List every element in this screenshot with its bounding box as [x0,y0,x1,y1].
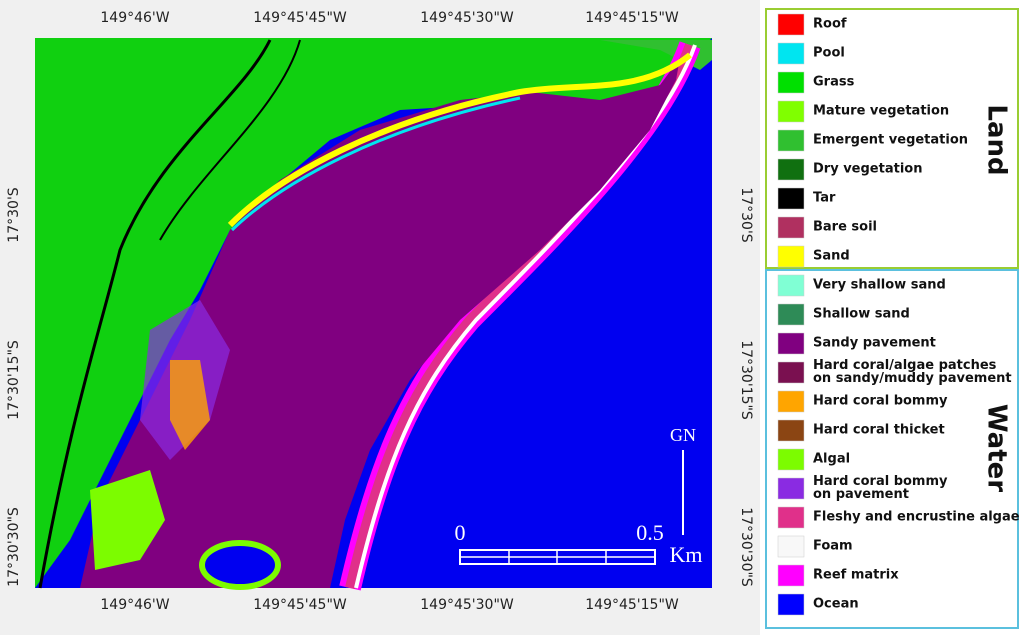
legend-swatch [777,332,805,355]
sand [227,52,692,228]
lon-label: 149°45'30"W [420,597,514,613]
legend-label: Grass [813,75,855,90]
legend-label: on pavement [813,487,909,502]
lon-label: 149°45'45"W [253,597,347,613]
legend-swatch [777,535,805,558]
legend-swatch [777,593,805,616]
legend-swatch [777,158,805,181]
lon-label: 149°45'30"W [420,10,514,26]
road [159,39,301,241]
lon-label: 149°46'W [100,597,169,613]
lon-label: 149°45'45"W [253,10,347,26]
lat-label: 17°30'15"S [738,340,754,420]
legend-label: Hard coral bommy [813,394,948,409]
legend-label: on sandy/muddy pavement [813,371,1012,386]
lon-label: 149°45'15"W [585,10,679,26]
legend-label: Reef matrix [813,568,899,583]
legend-label: Ocean [813,597,859,612]
legend-label: Hard coral bommy [813,474,948,489]
pool-edge [230,96,521,232]
legend-label: Sand [813,249,850,264]
lon-label: 149°45'15"W [585,597,679,613]
legend-label: Hard coral/algae patches [813,358,997,373]
legend-swatch [777,419,805,442]
legend-swatch [777,448,805,471]
legend-swatch [777,129,805,152]
legend-swatch [777,390,805,413]
legend-group: Land [982,104,1012,175]
legend-label: Sandy pavement [813,336,936,351]
legend-label: Bare soil [813,220,877,235]
lon-label: 149°46'W [100,10,169,26]
legend-swatch [777,506,805,529]
land-area [35,38,712,588]
lat-label: 17°30'30"S [6,507,22,587]
legend-swatch [777,361,805,384]
legend-swatch [777,216,805,239]
lat-label: 17°30'S [6,187,22,242]
legend-label: Foam [813,539,853,554]
scale-end: 0.5 [636,520,664,545]
legend-swatch [777,187,805,210]
legend-label: Fleshy and encrustine algae [813,510,1020,525]
bommy [170,360,210,450]
lat-label: 17°30'S [738,187,754,242]
lat-label: 17°30'15"S [6,340,22,420]
legend-swatch [777,245,805,268]
scale-unit: Km [670,542,703,567]
legend-label: Roof [813,17,847,32]
legend-label: Emergent vegetation [813,133,968,148]
map: 0 0.5 Km GN [35,38,712,591]
legend-label: Shallow sand [813,307,910,322]
legend-label: Hard coral thicket [813,423,945,438]
legend-swatch [777,42,805,65]
legend-swatch [777,71,805,94]
bay [199,540,281,590]
land-box [765,8,1019,269]
road [38,39,272,589]
lat-label: 17°30'30"S [738,507,754,587]
lagoon [80,58,680,588]
legend-swatch [777,303,805,326]
legend-group: Water [982,404,1012,492]
legend-swatch [777,564,805,587]
algal-area [90,470,165,570]
legend-swatch [777,100,805,123]
legend-label: Pool [813,46,845,61]
legend-label: Tar [813,191,836,206]
legend-swatch [777,274,805,297]
legend-label: Mature vegetation [813,104,949,119]
legend-label: Very shallow sand [813,278,946,293]
legend-swatch [777,13,805,36]
north-label: GN [670,425,696,445]
water-box [765,269,1019,629]
legend-swatch [777,477,805,500]
legend-label: Dry vegetation [813,162,922,177]
scale-start: 0 [455,520,466,545]
legend-label: Algal [813,452,850,467]
